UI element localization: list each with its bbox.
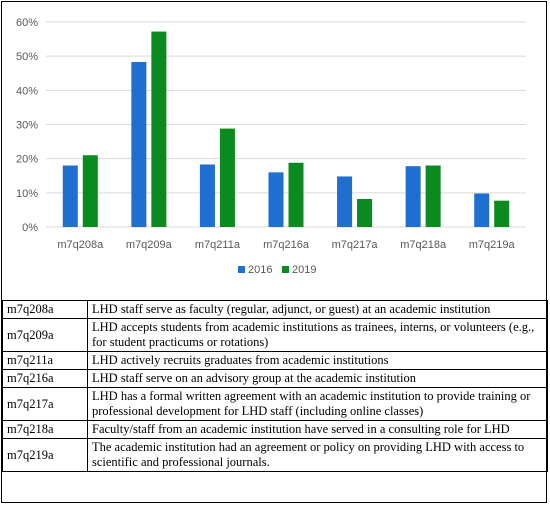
bar-2019-m7q211a bbox=[219, 128, 235, 227]
gridlines bbox=[46, 21, 526, 228]
bar-2019-m7q217a bbox=[357, 198, 373, 227]
variable-description: The academic institution had an agreemen… bbox=[87, 438, 548, 472]
table-row: m7q211a LHD actively recruits graduates f… bbox=[2, 351, 548, 370]
variable-description: LHD has a formal written agreement with … bbox=[87, 387, 548, 421]
x-axis-ticks: m7q208a m7q209a m7q211a m7q216a m7q217a m7q21… bbox=[57, 239, 515, 251]
y-tick-label: 10% bbox=[16, 188, 38, 200]
legend-swatch-2019 bbox=[282, 266, 289, 273]
x-tick-label: m7q218a bbox=[400, 239, 447, 251]
bar-2016-m7q216a bbox=[268, 172, 284, 227]
x-tick-label: m7q219a bbox=[469, 239, 516, 251]
y-tick-label: 60% bbox=[16, 17, 38, 29]
variable-code: m7q211a bbox=[2, 351, 88, 370]
bar-2016-m7q209a bbox=[131, 61, 147, 227]
variable-definitions-table: m7q208a LHD staff serve as faculty (regul… bbox=[2, 300, 548, 472]
table-row: m7q209a LHD accepts students from academi… bbox=[2, 318, 548, 352]
legend-label: 2019 bbox=[292, 264, 316, 276]
legend-label: 2016 bbox=[248, 264, 272, 276]
variable-description: LHD staff serve as faculty (regular, adj… bbox=[87, 300, 548, 319]
bars bbox=[62, 31, 510, 227]
x-tick-label: m7q217a bbox=[332, 239, 379, 251]
legend-swatch-2016 bbox=[238, 266, 245, 273]
table-row: m7q216a LHD staff serve on an advisory gr… bbox=[2, 369, 548, 388]
bar-2016-m7q208a bbox=[62, 165, 78, 227]
variable-code: m7q219a bbox=[2, 438, 88, 472]
bar-2019-m7q208a bbox=[82, 155, 98, 227]
y-tick-label: 50% bbox=[16, 51, 38, 63]
variable-description: LHD staff serve on an advisory group at … bbox=[87, 369, 548, 388]
bar-2019-m7q209a bbox=[151, 31, 167, 227]
table-row: m7q219a The academic institution had an a… bbox=[2, 438, 548, 472]
y-axis-ticks: 0% 10% 20% 30% 40% 50% 60% bbox=[16, 17, 38, 234]
y-tick-label: 30% bbox=[16, 120, 38, 132]
x-tick-label: m7q209a bbox=[126, 239, 173, 251]
x-tick-label: m7q211a bbox=[195, 239, 241, 251]
variable-code: m7q208a bbox=[2, 300, 88, 319]
bar-2016-m7q211a bbox=[199, 164, 215, 227]
x-tick-label: m7q208a bbox=[57, 239, 104, 251]
bar-2019-m7q219a bbox=[494, 200, 510, 227]
variable-description: LHD accepts students from academic insti… bbox=[87, 318, 548, 352]
y-tick-label: 0% bbox=[22, 222, 38, 234]
variable-description: LHD actively recruits graduates from aca… bbox=[87, 351, 548, 370]
variable-code: m7q216a bbox=[2, 369, 88, 388]
table-row: m7q218a Faculty/staff from an academic in… bbox=[2, 420, 548, 439]
y-tick-label: 20% bbox=[16, 154, 38, 166]
variable-description: Faculty/staff from an academic instituti… bbox=[87, 420, 548, 439]
bar-2016-m7q219a bbox=[474, 193, 490, 227]
x-tick-label: m7q216a bbox=[263, 239, 310, 251]
variable-code: m7q217a bbox=[2, 387, 88, 421]
bar-2016-m7q217a bbox=[337, 176, 353, 227]
bar-2019-m7q216a bbox=[288, 162, 304, 227]
bar-2019-m7q218a bbox=[425, 165, 441, 227]
bar-chart: 0% 10% 20% 30% 40% 50% 60% m7q208a m7q209a m7q21… bbox=[16, 17, 526, 276]
variable-code: m7q218a bbox=[2, 420, 88, 439]
table-row: m7q208a LHD staff serve as faculty (regul… bbox=[2, 300, 548, 319]
variable-code: m7q209a bbox=[2, 318, 88, 352]
y-tick-label: 40% bbox=[16, 85, 38, 97]
bar-2016-m7q218a bbox=[405, 166, 421, 227]
legend: 2016 2019 bbox=[238, 264, 316, 276]
table-row: m7q217a LHD has a formal written agreemen… bbox=[2, 387, 548, 421]
